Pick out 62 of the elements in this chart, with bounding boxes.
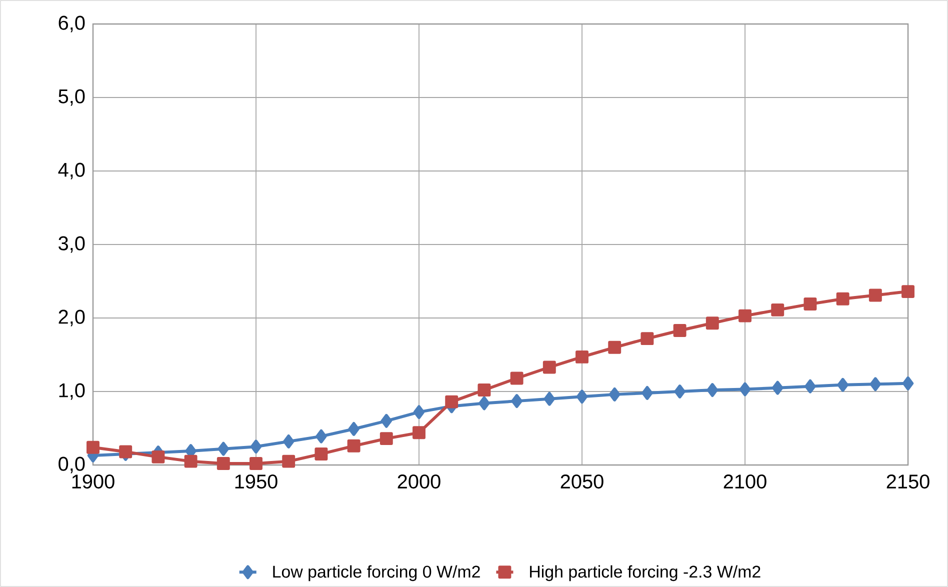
point <box>576 350 588 364</box>
y-tick-label: 1,0 <box>59 383 85 400</box>
x-tick-label: 2050 <box>560 474 604 489</box>
point <box>348 422 360 436</box>
point <box>445 395 458 408</box>
point <box>608 340 622 354</box>
point <box>739 382 751 396</box>
point <box>478 396 490 410</box>
point <box>706 316 719 330</box>
x-tick-label: 2150 <box>886 474 930 489</box>
x-tick-label: 1900 <box>72 474 114 489</box>
point <box>804 379 816 394</box>
point <box>640 332 654 346</box>
point <box>836 292 850 306</box>
point <box>673 324 686 337</box>
point <box>218 442 230 456</box>
point <box>510 372 524 385</box>
point <box>870 377 882 392</box>
x-tick-label: 2100 <box>724 474 766 489</box>
y-tick-label: 6,0 <box>58 16 85 32</box>
point <box>250 457 262 470</box>
point <box>609 387 620 402</box>
point <box>119 445 132 458</box>
legend-label: High particle forcing -2.3 W/m2 <box>530 565 760 582</box>
point <box>316 429 327 444</box>
point <box>250 440 262 454</box>
y-tick-label: 3,0 <box>58 236 85 253</box>
point <box>184 454 198 468</box>
point <box>544 392 556 406</box>
point <box>380 432 393 446</box>
point <box>542 360 556 374</box>
point <box>282 454 296 468</box>
point <box>413 405 425 420</box>
point <box>837 378 848 392</box>
point <box>642 386 653 400</box>
point <box>86 440 100 454</box>
y-tick-label: 5,0 <box>58 89 85 106</box>
point <box>314 447 328 460</box>
point <box>478 384 491 397</box>
point <box>738 309 752 322</box>
point <box>152 450 165 464</box>
y-tick-label: 2,0 <box>58 310 85 326</box>
point <box>674 384 686 398</box>
point <box>380 414 392 428</box>
point <box>347 439 360 452</box>
point <box>902 376 914 390</box>
point <box>868 288 882 302</box>
y-tick-label: 0,0 <box>58 456 85 474</box>
point <box>412 426 426 440</box>
legend-label: Low particle forcing 0 W/m2 <box>273 565 480 582</box>
point <box>576 390 588 404</box>
x-tick-label: 1950 <box>235 474 278 489</box>
point <box>282 434 294 448</box>
point <box>216 457 230 470</box>
x-tick-label: 2000 <box>398 474 440 489</box>
point <box>772 380 784 395</box>
point <box>804 298 817 311</box>
point <box>771 303 784 316</box>
point <box>511 394 522 408</box>
point <box>902 285 914 298</box>
y-tick-label: 4,0 <box>58 162 85 180</box>
point <box>706 383 718 398</box>
